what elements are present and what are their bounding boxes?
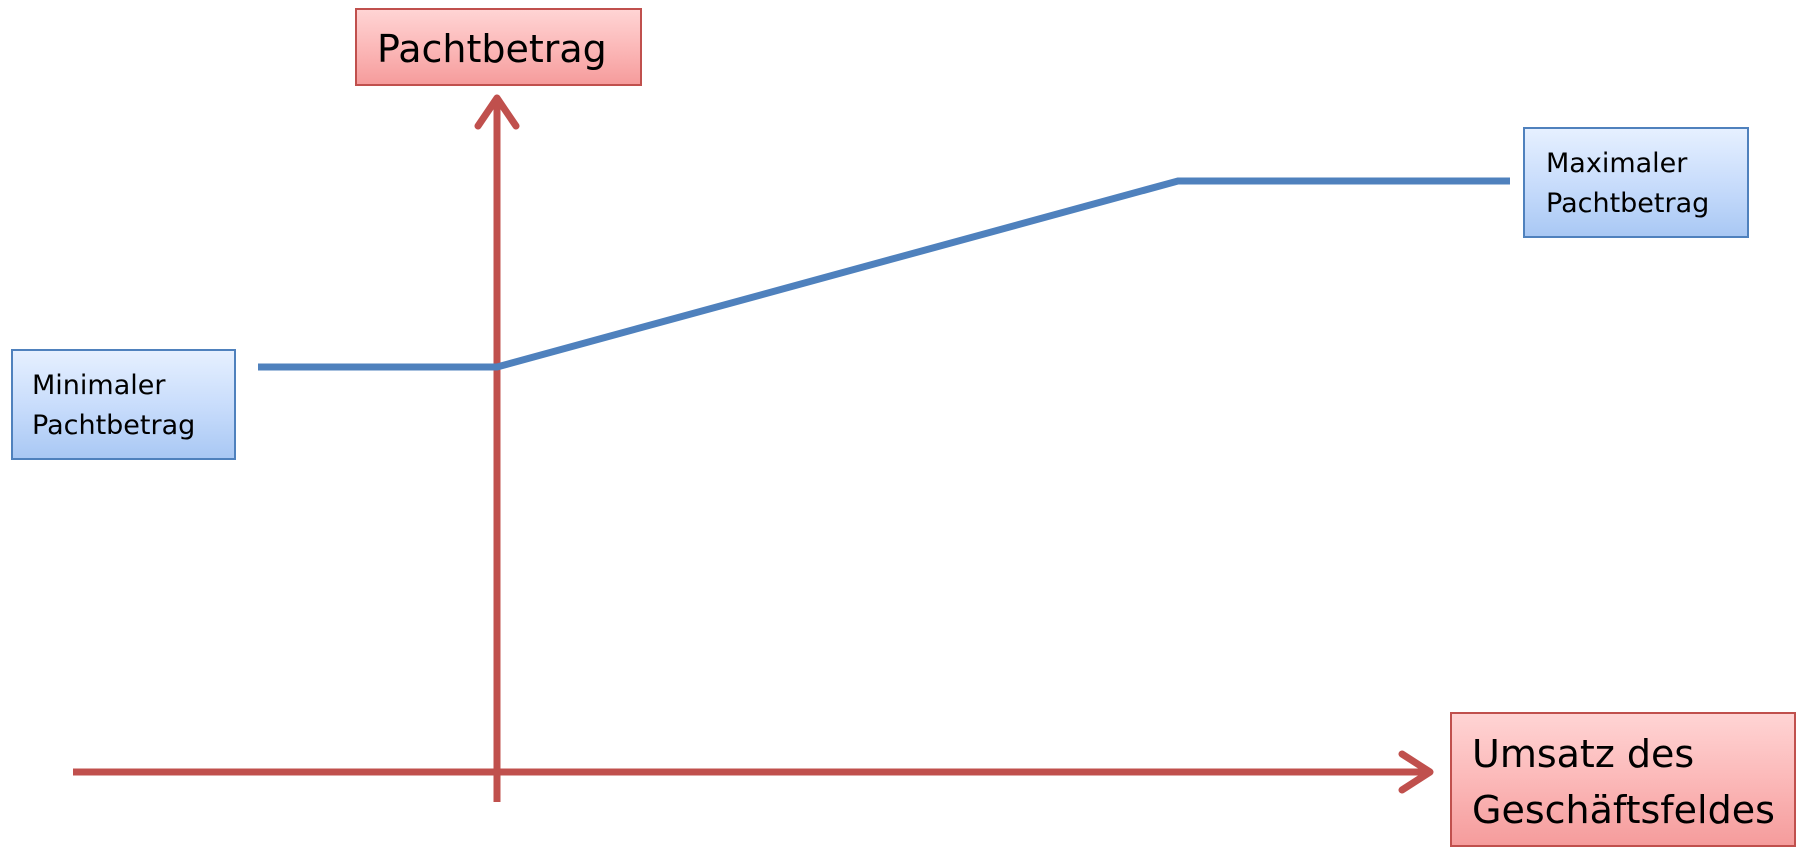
maximum-lease-label-line1: Maximaler	[1546, 148, 1688, 179]
x-axis-label: Umsatz des Geschäftsfeldes	[1450, 712, 1796, 847]
minimum-lease-label: Minimaler Pachtbetrag	[11, 349, 236, 460]
y-axis-arrowhead	[474, 94, 520, 130]
maximum-lease-label-line2: Pachtbetrag	[1546, 188, 1710, 219]
minimum-lease-label-line1: Minimaler	[32, 370, 166, 401]
x-axis-arrowhead	[1398, 750, 1434, 794]
y-axis-label-text: Pachtbetrag	[377, 27, 607, 71]
maximum-lease-label: Maximaler Pachtbetrag	[1523, 127, 1749, 238]
y-axis-label: Pachtbetrag	[355, 8, 642, 86]
lease-amount-curve	[258, 177, 1510, 371]
x-axis-label-line1: Umsatz des	[1472, 732, 1695, 776]
minimum-lease-label-line2: Pachtbetrag	[32, 410, 196, 441]
x-axis-label-line2: Geschäftsfeldes	[1472, 788, 1775, 832]
